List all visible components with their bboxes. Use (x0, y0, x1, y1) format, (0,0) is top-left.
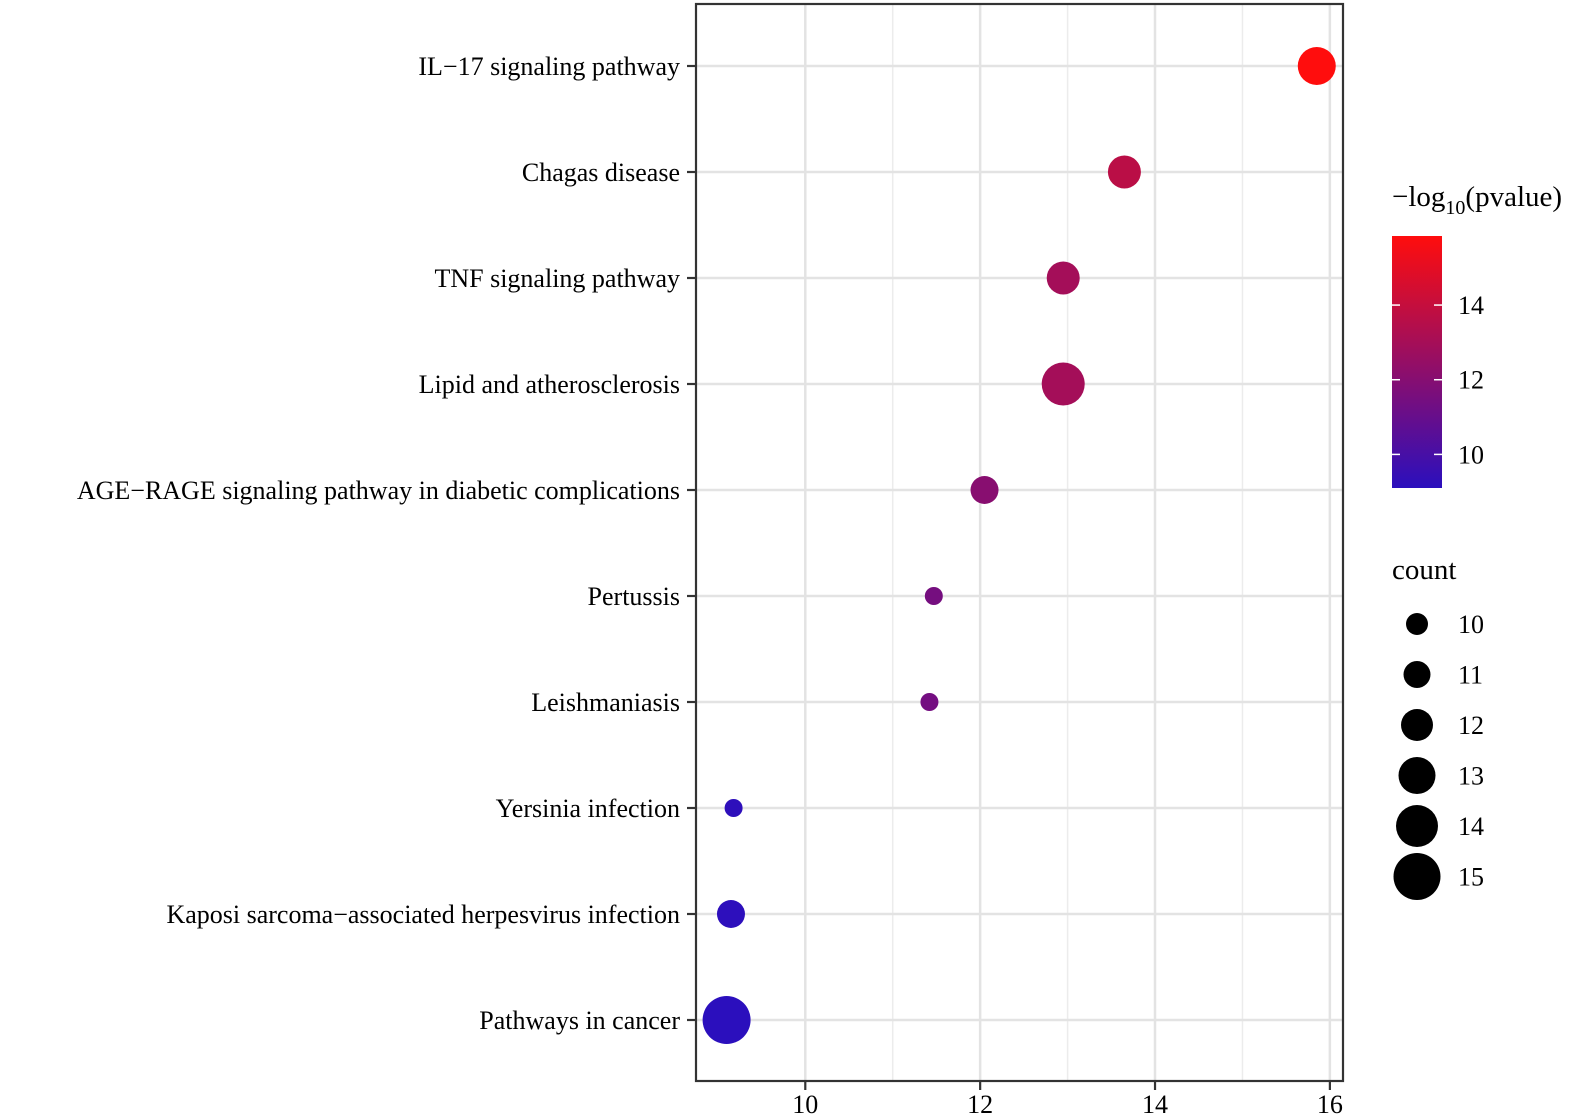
data-point (924, 587, 943, 605)
size-legend-key (1401, 709, 1433, 741)
panel-background (696, 4, 1343, 1081)
panel-border (694, 2, 1345, 1083)
size-legend-key (1398, 757, 1436, 794)
size-legend-key (1396, 805, 1438, 847)
color-legend-title: −log10(pvalue) (1392, 181, 1562, 219)
data-point (716, 900, 745, 928)
x-tick-label: 12 (967, 1090, 993, 1117)
grid (696, 4, 1343, 1081)
data-points (694, 2, 1345, 1083)
y-tick-label: Leishmaniasis (531, 688, 680, 717)
y-tick-label: AGE−RAGE signaling pathway in diabetic c… (77, 476, 680, 505)
size-legend-label: 11 (1458, 661, 1483, 690)
size-legend-label: 10 (1458, 610, 1484, 639)
x-axis: 10 12 14 16 (792, 1081, 1343, 1117)
x-tick-label: 10 (792, 1090, 818, 1117)
x-tick-label: 16 (1317, 1090, 1343, 1117)
y-tick-label: Kaposi sarcoma−associated herpesvirus in… (166, 900, 680, 929)
size-legend: count 10 11 12 13 14 15 (1392, 554, 1484, 900)
size-legend-key (1403, 661, 1431, 688)
x-tick-label: 14 (1142, 1090, 1168, 1117)
size-legend-label: 15 (1458, 863, 1484, 892)
data-point (1107, 155, 1141, 189)
size-legend-label: 14 (1458, 812, 1484, 841)
data-point (1297, 47, 1336, 85)
y-tick-label: Lipid and atherosclerosis (419, 370, 680, 399)
data-point (1046, 261, 1080, 295)
data-point (702, 996, 751, 1044)
y-tick-label: IL−17 signaling pathway (418, 52, 680, 81)
size-legend-label: 13 (1458, 762, 1484, 791)
color-bar (1392, 236, 1442, 488)
size-legend-title: count (1392, 554, 1456, 586)
data-point (1041, 362, 1085, 406)
y-tick-label: Chagas disease (522, 158, 680, 187)
data-point (920, 693, 939, 711)
color-bar-tick-label: 14 (1458, 291, 1484, 320)
size-legend-key (1406, 613, 1428, 635)
color-bar-tick-label: 12 (1458, 366, 1484, 395)
plot-panel (696, 4, 1343, 1081)
y-axis: IL−17 signaling pathway Chagas disease TNF… (77, 52, 696, 1035)
color-bar-tick-label: 10 (1458, 440, 1484, 469)
data-point (724, 799, 743, 817)
color-legend: −log10(pvalue) 10 12 14 (1392, 181, 1562, 488)
y-tick-label: Pertussis (588, 582, 680, 611)
size-legend-key (1393, 853, 1441, 900)
data-point (970, 476, 999, 504)
y-tick-label: Pathways in cancer (479, 1006, 680, 1035)
y-tick-label: TNF signaling pathway (434, 264, 680, 293)
size-legend-label: 12 (1458, 711, 1484, 740)
y-tick-label: Yersinia infection (496, 794, 680, 823)
